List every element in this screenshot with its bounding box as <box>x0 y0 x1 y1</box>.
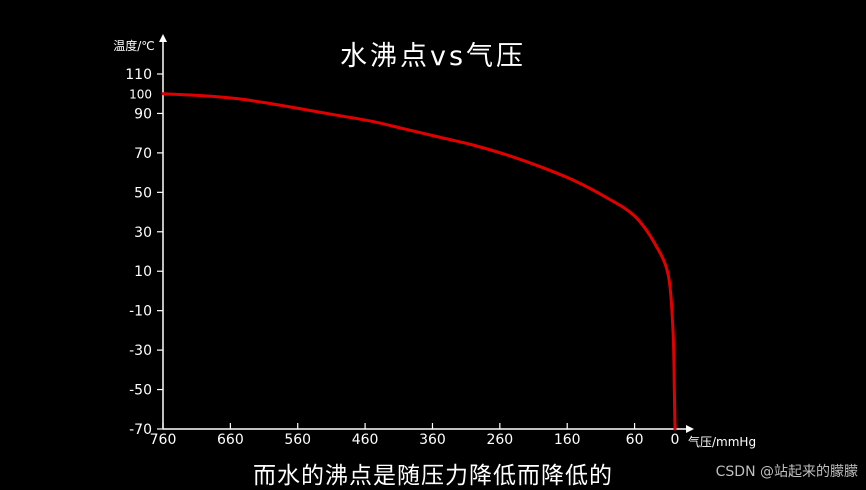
x-axis-label: 气压/mmHg <box>688 434 756 449</box>
y-tick-label: 90 <box>134 106 152 122</box>
y-axis-label: 温度/℃ <box>113 38 155 53</box>
y-tick-label: -30 <box>129 343 152 359</box>
y-tick-label: 110 <box>125 67 152 83</box>
x-tick-label: 560 <box>284 432 311 448</box>
y-tick-label: -10 <box>129 304 152 320</box>
x-tick-label: 460 <box>352 432 379 448</box>
y-ticks: 110 100 90 70 50 30 10 -10 -30 -50 -70 <box>125 67 163 438</box>
y-tick-label: 30 <box>134 225 152 241</box>
x-ticks: 760 660 560 460 360 260 160 60 0 <box>150 423 680 448</box>
y-tick-label: 10 <box>134 264 152 280</box>
x-tick-label: 0 <box>671 432 680 448</box>
x-tick-label: 160 <box>554 432 581 448</box>
series-line <box>161 92 677 431</box>
watermark: CSDN @站起来的朦朦 <box>715 464 858 480</box>
chart-title: 水沸点vs气压 <box>339 41 527 72</box>
x-axis-arrow <box>686 425 694 433</box>
y-tick-label: 70 <box>134 146 152 162</box>
x-tick-label: 660 <box>217 432 244 448</box>
chart-subtitle: 而水的沸点是随压力降低而降低的 <box>253 463 613 489</box>
y-axis-arrow <box>159 34 167 42</box>
x-tick-label: 760 <box>150 432 177 448</box>
y-tick-label: 50 <box>134 185 152 201</box>
x-tick-label: 60 <box>626 432 644 448</box>
axes <box>159 34 694 433</box>
x-tick-label: 360 <box>419 432 446 448</box>
y-tick-label: -50 <box>129 383 152 399</box>
series-layer <box>161 92 677 431</box>
y-tick-label: -70 <box>129 422 152 438</box>
x-tick-label: 260 <box>486 432 513 448</box>
y-tick-label: 100 <box>129 88 152 102</box>
